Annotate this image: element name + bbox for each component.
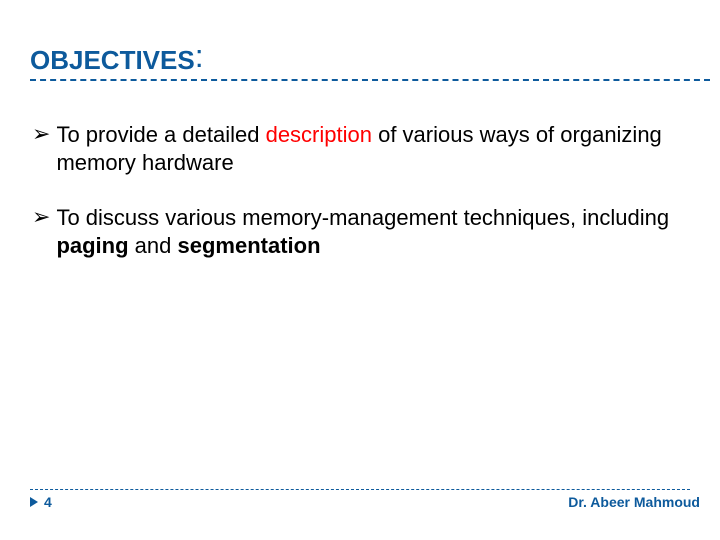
footer-divider xyxy=(30,489,690,490)
title-underline xyxy=(30,79,710,81)
bullet-text: To provide a detailed description of var… xyxy=(56,121,690,176)
bullet-item: ➢To discuss various memory-management te… xyxy=(32,204,690,259)
triangle-icon xyxy=(30,497,38,507)
slide: OBJECTIVES: ➢ To provide a detailed desc… xyxy=(0,0,720,540)
bullet-glyph-icon: ➢ xyxy=(32,121,50,147)
content-area: ➢ To provide a detailed description of v… xyxy=(30,121,690,259)
bullet-text: To discuss various memory-management tec… xyxy=(56,204,690,259)
text-segment: To provide a detailed xyxy=(56,122,265,147)
slide-title: OBJECTIVES: xyxy=(30,40,690,81)
text-segment: description xyxy=(266,122,379,147)
text-segment: To discuss various memory-management tec… xyxy=(56,205,669,230)
text-segment: paging xyxy=(56,233,134,258)
page-marker: 4 xyxy=(30,494,52,510)
text-segment: and xyxy=(135,233,178,258)
footer-row: 4 Dr. Abeer Mahmoud xyxy=(30,494,700,510)
bullet-glyph-icon: ➢ xyxy=(32,204,50,230)
footer: 4 Dr. Abeer Mahmoud xyxy=(30,489,700,510)
author-name: Dr. Abeer Mahmoud xyxy=(568,494,700,510)
title-text: OBJECTIVES xyxy=(30,45,195,75)
title-colon: : xyxy=(195,38,204,74)
bullet-item: ➢ To provide a detailed description of v… xyxy=(32,121,690,176)
text-segment: segmentation xyxy=(177,233,320,258)
page-number: 4 xyxy=(44,494,52,510)
